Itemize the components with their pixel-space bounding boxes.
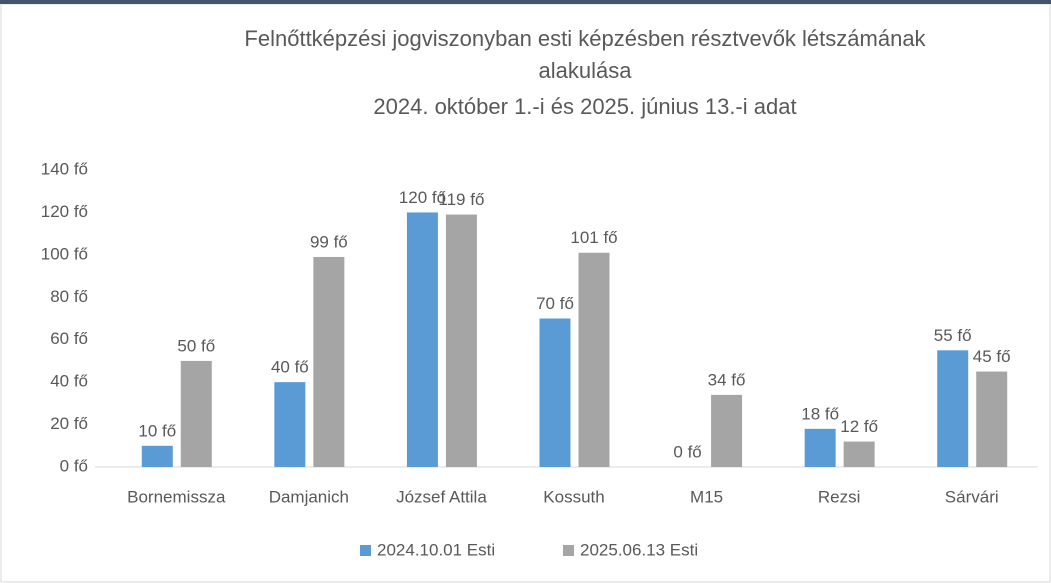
bar [274,382,306,467]
chart-title: 2024. október 1.-i és 2025. június 13.-i… [373,94,796,119]
data-label: 34 fő [708,370,746,389]
bar [843,441,875,467]
x-tick-label: Damjanich [269,487,349,506]
data-label: 70 fő [536,294,574,313]
data-label: 101 fő [570,228,617,247]
bar [804,428,836,467]
bar [937,350,969,467]
data-label: 10 fő [138,421,176,440]
bar [313,256,345,467]
chart-title: Felnőttképzési jogviszonyban esti képzés… [244,26,926,51]
data-label: 99 fő [310,232,348,251]
y-tick-label: 0 fő [60,456,88,475]
bar [711,394,743,467]
bar [180,360,212,467]
y-tick-label: 80 fő [50,287,88,306]
data-label: 40 fő [271,358,309,377]
data-label: 120 fő [399,188,446,207]
data-label: 45 fő [973,347,1011,366]
x-tick-label: Kossuth [543,487,604,506]
bar [141,445,173,467]
legend-swatch [360,545,371,556]
top-border [0,0,1051,4]
legend-swatch [563,545,574,556]
y-tick-label: 140 fő [41,159,88,178]
y-tick-label: 20 fő [50,414,88,433]
data-label: 119 fő [438,190,484,209]
bar [976,371,1008,467]
bar [445,214,477,467]
x-tick-label: M15 [690,487,723,506]
data-label: 50 fő [177,336,215,355]
bar [578,252,610,467]
legend-label: 2025.06.13 Esti [580,540,698,559]
y-tick-label: 120 fő [41,202,88,221]
chart-title: alakulása [539,58,633,83]
y-tick-label: 100 fő [41,244,88,263]
y-tick-label: 60 fő [50,329,88,348]
bar [406,212,438,467]
bar [539,318,571,467]
data-label: 0 fő [673,442,701,461]
x-tick-label: Bornemissza [127,487,226,506]
y-tick-label: 40 fő [50,372,88,391]
data-label: 18 fő [801,404,839,423]
frame [0,3,1051,583]
x-tick-label: Rezsi [818,487,861,506]
data-label: 12 fő [840,417,878,436]
x-tick-label: József Attila [396,487,487,506]
data-label: 55 fő [934,326,972,345]
legend-label: 2024.10.01 Esti [377,540,495,559]
x-tick-label: Sárvári [945,487,999,506]
